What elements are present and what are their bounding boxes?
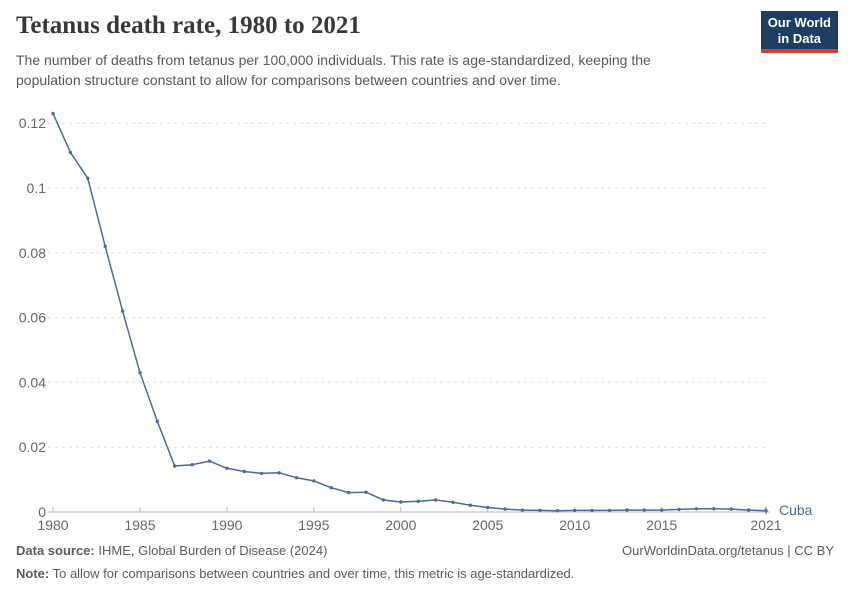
y-axis-tick-label: 0.08 bbox=[19, 245, 46, 261]
data-point[interactable] bbox=[486, 505, 490, 510]
data-point[interactable] bbox=[642, 508, 646, 512]
data-point[interactable] bbox=[677, 507, 681, 512]
data-point[interactable] bbox=[451, 500, 455, 504]
data-point[interactable] bbox=[503, 507, 507, 511]
owid-logo[interactable]: Our World in Data bbox=[760, 11, 838, 53]
data-point[interactable] bbox=[538, 508, 542, 513]
x-axis-tick-label: 2015 bbox=[646, 517, 677, 533]
data-point[interactable] bbox=[312, 479, 316, 483]
data-point[interactable] bbox=[329, 486, 333, 490]
data-point[interactable] bbox=[573, 508, 577, 513]
data-point[interactable] bbox=[712, 507, 716, 511]
x-axis-tick-label: 2010 bbox=[559, 517, 590, 533]
data-point[interactable] bbox=[51, 111, 55, 116]
data-point[interactable] bbox=[590, 508, 594, 513]
data-point[interactable] bbox=[399, 500, 403, 504]
subtitle-line-1: The number of deaths from tetanus per 10… bbox=[16, 51, 651, 68]
data-point[interactable] bbox=[416, 499, 420, 503]
data-point[interactable] bbox=[207, 459, 212, 463]
data-point[interactable] bbox=[294, 476, 299, 480]
data-point[interactable] bbox=[729, 507, 733, 511]
x-axis-tick-label: 1995 bbox=[298, 517, 329, 533]
data-point[interactable] bbox=[468, 503, 473, 507]
data-line-cuba[interactable] bbox=[52, 112, 767, 512]
x-axis-tick-label: 1985 bbox=[124, 517, 155, 533]
data-point[interactable] bbox=[155, 419, 159, 423]
data-point[interactable] bbox=[625, 508, 629, 512]
y-axis-tick-label: 0.02 bbox=[19, 439, 46, 455]
data-point[interactable] bbox=[381, 498, 386, 502]
data-point[interactable] bbox=[86, 176, 90, 180]
logo-line-1: Our World bbox=[767, 15, 831, 30]
y-axis-tick-label: 0 bbox=[38, 504, 46, 520]
data-source: Data source: IHME, Global Burden of Dise… bbox=[16, 543, 327, 559]
chart-footer: Data source: IHME, Global Burden of Dise… bbox=[16, 543, 834, 582]
data-point[interactable] bbox=[520, 508, 525, 512]
y-axis-tick-label: 0.06 bbox=[19, 310, 46, 326]
x-axis-tick-label: 2005 bbox=[472, 517, 503, 533]
data-point[interactable] bbox=[694, 507, 699, 511]
chart-subtitle: The number of deaths from tetanus per 10… bbox=[16, 50, 762, 90]
credit-link[interactable]: OurWorldinData.org/tetanus | CC BY bbox=[622, 543, 834, 558]
data-source-text: IHME, Global Burden of Disease (2024) bbox=[94, 543, 328, 558]
subtitle-line-2: population structure constant to allow f… bbox=[16, 71, 561, 88]
entity-label-cuba[interactable]: Cuba bbox=[779, 502, 813, 518]
data-point[interactable] bbox=[277, 471, 281, 475]
data-point[interactable] bbox=[68, 150, 73, 155]
data-point[interactable] bbox=[346, 490, 351, 495]
data-point[interactable] bbox=[660, 508, 664, 512]
data-point[interactable] bbox=[260, 471, 264, 476]
y-axis-tick-label: 0.04 bbox=[19, 374, 46, 390]
x-axis-tick-label: 2000 bbox=[385, 517, 416, 533]
data-source-label: Data source: bbox=[16, 543, 95, 558]
page-title: Tetanus death rate, 1980 to 2021 bbox=[16, 12, 361, 39]
y-axis-tick-label: 0.1 bbox=[27, 180, 47, 196]
note: Note: To allow for comparisons between c… bbox=[16, 566, 834, 582]
x-axis-tick-label: 1990 bbox=[211, 517, 242, 533]
data-point[interactable] bbox=[607, 508, 612, 513]
data-point[interactable] bbox=[225, 466, 229, 470]
data-point[interactable] bbox=[242, 469, 246, 474]
data-point[interactable] bbox=[433, 498, 438, 502]
logo-line-2: in Data bbox=[777, 31, 822, 46]
data-point[interactable] bbox=[190, 463, 194, 467]
chart-header: Tetanus death rate, 1980 to 2021 The num… bbox=[16, 12, 762, 90]
data-point[interactable] bbox=[138, 371, 142, 375]
note-label: Note: bbox=[16, 566, 50, 581]
data-point[interactable] bbox=[746, 508, 751, 512]
data-point[interactable] bbox=[364, 490, 368, 494]
data-point[interactable] bbox=[103, 244, 107, 248]
data-point[interactable] bbox=[120, 309, 125, 313]
y-axis-tick-label: 0.12 bbox=[19, 115, 46, 131]
note-text: To allow for comparisons between countri… bbox=[49, 566, 575, 581]
x-axis-tick-label: 2021 bbox=[750, 517, 781, 533]
data-point[interactable] bbox=[555, 509, 559, 513]
x-axis-tick-label: 1980 bbox=[37, 517, 68, 533]
data-point[interactable] bbox=[173, 464, 177, 468]
